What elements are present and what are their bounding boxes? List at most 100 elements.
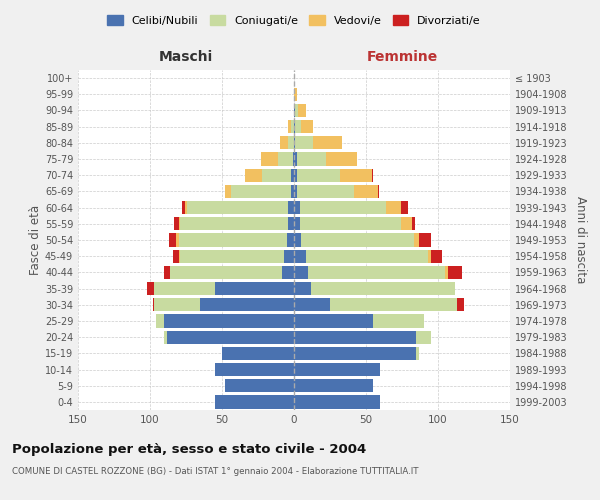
Bar xyxy=(448,266,463,279)
Bar xyxy=(284,250,294,263)
Bar xyxy=(294,104,295,117)
Bar xyxy=(294,217,300,230)
Bar xyxy=(294,346,416,360)
Bar xyxy=(185,201,187,214)
Bar xyxy=(294,396,380,408)
Bar xyxy=(175,217,179,230)
Bar xyxy=(147,282,154,295)
Bar xyxy=(180,217,288,230)
Bar xyxy=(294,136,295,149)
Bar xyxy=(294,330,416,344)
Bar xyxy=(301,120,313,134)
Bar xyxy=(293,152,294,166)
Bar xyxy=(294,282,311,295)
Bar xyxy=(297,152,326,166)
Bar xyxy=(230,185,291,198)
Bar xyxy=(294,88,297,101)
Bar xyxy=(294,201,300,214)
Bar xyxy=(288,136,294,149)
Bar xyxy=(419,234,431,246)
Bar xyxy=(445,266,448,279)
Bar xyxy=(294,250,305,263)
Bar xyxy=(294,120,295,134)
Bar xyxy=(294,314,373,328)
Bar xyxy=(413,234,419,246)
Bar xyxy=(225,379,294,392)
Bar xyxy=(291,120,294,134)
Bar xyxy=(300,217,401,230)
Bar xyxy=(222,346,294,360)
Bar xyxy=(308,266,445,279)
Bar xyxy=(373,314,424,328)
Bar xyxy=(416,330,431,344)
Text: Femmine: Femmine xyxy=(367,50,437,64)
Bar xyxy=(154,282,215,295)
Bar xyxy=(457,298,464,312)
Bar xyxy=(291,185,294,198)
Bar xyxy=(173,250,179,263)
Bar xyxy=(167,330,294,344)
Bar xyxy=(176,234,179,246)
Bar xyxy=(294,363,380,376)
Bar xyxy=(288,217,294,230)
Text: Popolazione per età, sesso e stato civile - 2004: Popolazione per età, sesso e stato civil… xyxy=(12,442,366,456)
Legend: Celibi/Nubili, Coniugati/e, Vedovi/e, Divorziati/e: Celibi/Nubili, Coniugati/e, Vedovi/e, Di… xyxy=(103,10,485,30)
Bar xyxy=(170,266,283,279)
Bar xyxy=(311,282,455,295)
Bar xyxy=(283,266,294,279)
Bar xyxy=(200,298,294,312)
Bar xyxy=(156,314,164,328)
Bar xyxy=(294,379,373,392)
Bar xyxy=(428,250,431,263)
Y-axis label: Anni di nascita: Anni di nascita xyxy=(574,196,587,284)
Bar xyxy=(294,298,330,312)
Bar xyxy=(182,201,185,214)
Bar xyxy=(377,185,379,198)
Bar xyxy=(372,168,373,182)
Bar xyxy=(298,104,305,117)
Bar xyxy=(294,234,301,246)
Bar xyxy=(215,282,294,295)
Bar xyxy=(215,363,294,376)
Bar xyxy=(164,330,167,344)
Bar xyxy=(245,168,262,182)
Text: COMUNE DI CASTEL ROZZONE (BG) - Dati ISTAT 1° gennaio 2004 - Elaborazione TUTTIT: COMUNE DI CASTEL ROZZONE (BG) - Dati IST… xyxy=(12,468,419,476)
Bar xyxy=(179,217,180,230)
Bar xyxy=(401,201,408,214)
Bar xyxy=(294,168,297,182)
Bar xyxy=(179,234,287,246)
Bar xyxy=(295,120,301,134)
Bar xyxy=(340,168,372,182)
Bar xyxy=(164,266,170,279)
Bar xyxy=(280,136,288,149)
Bar xyxy=(294,266,308,279)
Bar xyxy=(180,250,284,263)
Bar xyxy=(288,201,294,214)
Bar xyxy=(401,217,412,230)
Bar xyxy=(294,185,297,198)
Bar xyxy=(297,168,340,182)
Bar xyxy=(330,298,457,312)
Bar xyxy=(355,185,377,198)
Bar xyxy=(169,234,176,246)
Bar xyxy=(305,250,428,263)
Bar xyxy=(187,201,288,214)
Bar xyxy=(301,234,413,246)
Bar xyxy=(288,120,291,134)
Bar xyxy=(412,217,415,230)
Bar xyxy=(261,152,278,166)
Bar xyxy=(215,396,294,408)
Bar xyxy=(278,152,293,166)
Bar xyxy=(300,201,386,214)
Bar xyxy=(326,152,358,166)
Y-axis label: Fasce di età: Fasce di età xyxy=(29,205,42,275)
Text: Maschi: Maschi xyxy=(159,50,213,64)
Bar xyxy=(287,234,294,246)
Bar xyxy=(386,201,401,214)
Bar xyxy=(179,250,180,263)
Bar xyxy=(153,298,154,312)
Bar xyxy=(164,314,294,328)
Bar xyxy=(295,136,313,149)
Bar xyxy=(225,185,230,198)
Bar xyxy=(294,152,297,166)
